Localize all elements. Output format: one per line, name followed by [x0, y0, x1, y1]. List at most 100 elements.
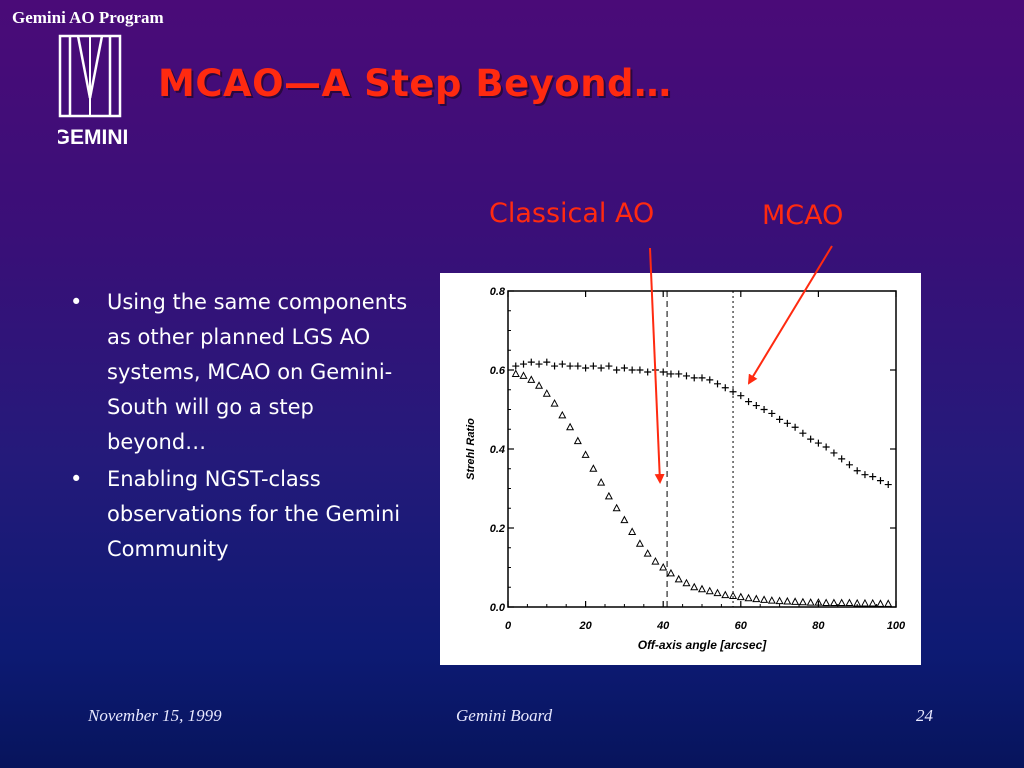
classical-ao-point: [884, 599, 893, 607]
bullet-item: • Using the same components as other plan…: [70, 285, 415, 460]
classical-ao-point: [713, 588, 722, 597]
bullet-item: • Enabling NGST-class observations for th…: [70, 462, 415, 567]
classical-ao-point: [558, 410, 567, 419]
classical-ao-point: [690, 582, 699, 591]
x-tick-label: 40: [656, 620, 670, 632]
gemini-logo: GEMINI: [58, 34, 128, 149]
mcao-point: [745, 398, 753, 406]
bullet-list: • Using the same components as other plan…: [70, 285, 415, 569]
mcao-point: [830, 449, 838, 457]
mcao-point: [869, 473, 877, 481]
mcao-point: [760, 406, 768, 413]
classical-ao-point: [721, 590, 730, 599]
mcao-point: [729, 388, 737, 396]
bullet-text: Enabling NGST-class observations for the…: [107, 467, 401, 561]
classical-ao-point: [837, 598, 846, 607]
mcao-point: [682, 372, 690, 380]
classical-ao-point: [853, 598, 862, 607]
footer-date: November 15, 1999: [88, 706, 222, 725]
classical-ao-point: [697, 584, 707, 593]
classical-ao-point: [860, 598, 869, 607]
mcao-point: [807, 435, 815, 443]
mcao-point: [876, 477, 884, 485]
classical-ao-point: [635, 539, 644, 547]
mcao-point: [737, 392, 745, 400]
classical-ao-point: [876, 599, 885, 607]
classical-ao-point: [775, 596, 784, 605]
classical-ao-point: [542, 389, 551, 397]
page-title: MCAO—A Step Beyond…: [158, 62, 672, 105]
mcao-point: [558, 360, 566, 368]
mcao-point: [551, 362, 559, 370]
y-tick-label: 0.0: [490, 602, 506, 614]
y-tick-label: 0.6: [490, 365, 506, 377]
y-tick-label: 0.8: [490, 286, 506, 298]
mcao-point: [884, 481, 892, 489]
classical-ao-point: [651, 557, 660, 565]
mcao-point: [520, 360, 528, 368]
mcao-point: [628, 366, 636, 374]
mcao-point: [698, 374, 706, 382]
mcao-point: [822, 443, 830, 451]
classical-ao-point: [511, 369, 520, 377]
y-tick-label: 0.2: [490, 523, 505, 535]
mcao-label: MCAO: [762, 200, 844, 231]
classical-ao-point: [760, 595, 769, 603]
mcao-point: [535, 360, 543, 368]
mcao-point: [845, 461, 853, 469]
x-tick-label: 100: [887, 620, 906, 632]
mcao-point: [721, 384, 729, 392]
mcao-point: [814, 439, 822, 447]
x-axis-label: Off-axis angle [arcsec]: [638, 638, 768, 652]
classical-ao-point: [535, 381, 544, 389]
classical-ao-point: [659, 562, 668, 571]
mcao-point: [861, 471, 869, 479]
classical-ao-point: [527, 375, 536, 383]
classical-ao-point: [752, 594, 761, 603]
mcao-point: [613, 366, 621, 374]
x-tick-label: 80: [812, 620, 825, 632]
mcao-point: [667, 370, 675, 378]
bullet-marker: •: [70, 290, 83, 314]
mcao-point: [714, 380, 722, 388]
mcao-point: [776, 415, 784, 423]
mcao-point: [636, 366, 644, 374]
mcao-point: [527, 358, 535, 366]
mcao-point: [566, 362, 574, 370]
classical-ao-point: [705, 586, 714, 595]
mcao-point: [620, 364, 628, 372]
classical-ao-label: Classical AO: [489, 198, 655, 229]
mcao-point: [644, 368, 652, 376]
mcao-point: [783, 419, 791, 427]
mcao-point: [791, 423, 799, 431]
mcao-point: [690, 374, 698, 382]
mcao-point: [597, 364, 605, 372]
mcao-point: [659, 368, 667, 376]
x-tick-label: 0: [505, 620, 512, 632]
mcao-point: [768, 409, 776, 417]
bullet-marker: •: [70, 467, 83, 491]
classical-ao-point: [729, 591, 738, 599]
classical-ao-point: [783, 596, 792, 605]
y-tick-label: 0.4: [490, 444, 505, 456]
classical-ao-point: [628, 527, 637, 535]
mcao-point: [752, 402, 760, 410]
x-tick-label: 60: [735, 620, 748, 632]
classical-ao-point: [744, 593, 753, 602]
plot-frame: [507, 290, 897, 608]
classical-ao-point: [868, 598, 877, 607]
chart-svg: 0 20 40 60 80 100 0.0 0.2 0.4 0.6 0.8 Off-axis an…: [465, 286, 906, 652]
mcao-point: [574, 362, 582, 370]
classical-ao-point: [643, 549, 652, 557]
mcao-point: [543, 358, 551, 366]
classical-ao-point: [682, 578, 691, 587]
classical-ao-point: [814, 598, 823, 606]
mcao-point: [706, 376, 714, 384]
classical-ao-point: [736, 592, 745, 601]
classical-ao-point: [806, 598, 815, 606]
y-axis-label: Strehl Ratio: [465, 418, 477, 480]
classical-ao-point: [822, 598, 831, 607]
classical-ao-point: [550, 399, 559, 407]
classical-ao-point: [620, 515, 629, 524]
mcao-point: [582, 364, 590, 372]
